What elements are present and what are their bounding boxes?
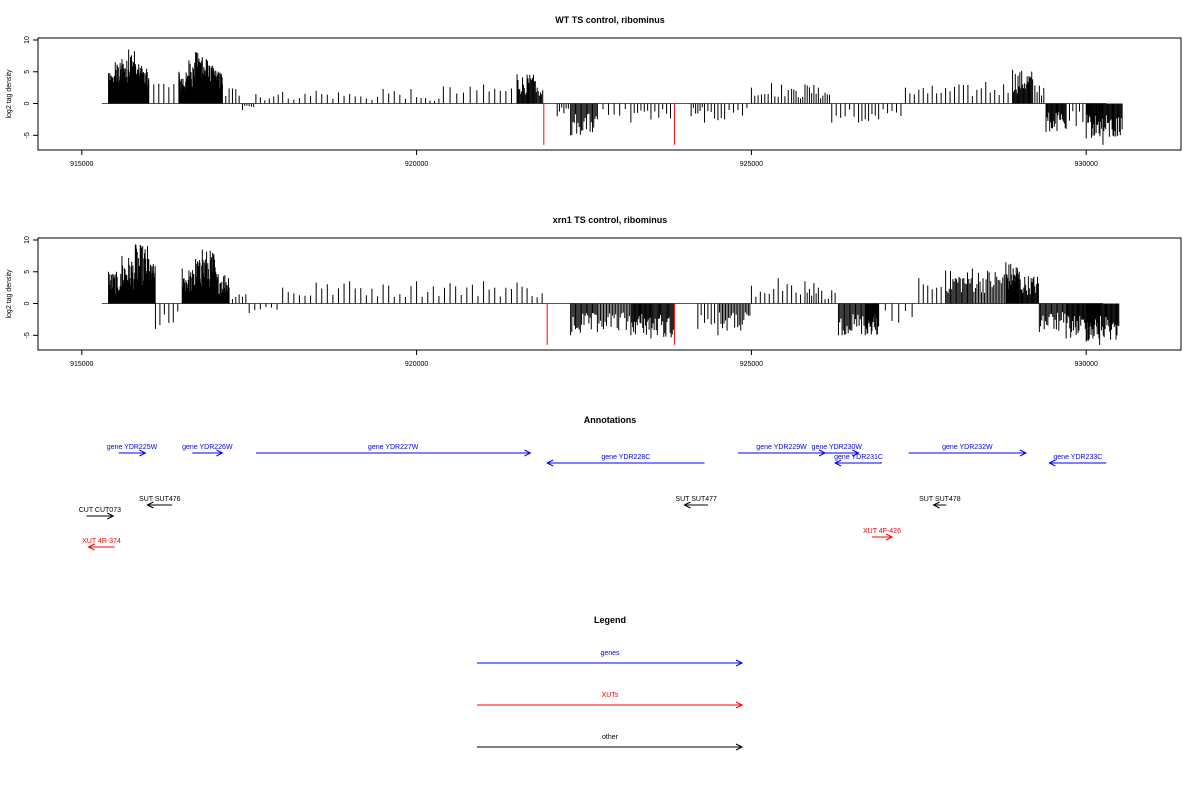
annotation-track: Annotations gene YDR225W gene YDR226W gene…: [79, 415, 1107, 551]
xrn1-y-tick-label: -5: [24, 332, 31, 338]
xrn1-x-tick-label: 930000: [1075, 361, 1098, 368]
wt-x-ticks: 915000 920000 925000 930000: [70, 150, 1098, 168]
feature-label: gene YDR233C: [1053, 454, 1102, 461]
xrn1-density-panel: xrn1 TS control, ribominus log2 tag dens…: [6, 215, 1182, 368]
feature-arrowhead: [932, 501, 940, 509]
feature-arrowhead: [546, 459, 554, 467]
legend: Legend genes XUTs other: [477, 615, 744, 751]
feature-arrowhead: [216, 449, 224, 457]
legend-arrowhead: [735, 701, 744, 709]
xrn1-plot-frame: [37, 237, 1182, 351]
legend-arrowhead: [735, 659, 744, 667]
wt-panel-title: WT TS control, ribominus: [555, 15, 665, 25]
xrn1-y-axis-label: log2 tag density: [6, 269, 13, 319]
feature-label: SUT SUT476: [139, 496, 181, 503]
legend-label: XUTs: [602, 692, 619, 699]
xrn1-x-tick-label: 920000: [405, 361, 428, 368]
feature-arrowhead: [885, 533, 894, 541]
xrn1-y-tick-label: 5: [24, 270, 31, 274]
feature-label: gene YDR230W: [812, 444, 863, 451]
feature-label: gene YDR229W: [756, 444, 807, 451]
wt-y-tick-label: 10: [24, 36, 31, 44]
wt-density-bars: [101, 49, 1123, 145]
annotation-features: gene YDR225W gene YDR226W gene YDR227W gene…: [79, 444, 1107, 551]
feature-label: gene YDR228C: [601, 454, 650, 461]
feature-arrowhead: [87, 543, 95, 551]
xrn1-density-bars: [101, 244, 1120, 345]
wt-y-tick-label: 0: [24, 101, 31, 105]
feature-arrowhead: [107, 512, 115, 520]
xrn1-x-tick-label: 915000: [70, 361, 93, 368]
legend-label: other: [602, 734, 619, 741]
feature-arrowhead: [683, 501, 691, 509]
feature-label: XUT 4R-374: [82, 538, 121, 545]
legend-entries: genes XUTs other: [477, 650, 744, 751]
annotations-title: Annotations: [584, 415, 637, 425]
feature-arrowhead: [146, 501, 154, 509]
wt-x-tick-label: 915000: [70, 161, 93, 168]
feature-label: SUT SUT478: [919, 496, 961, 503]
feature-label: XUT 4F-426: [863, 528, 901, 535]
legend-label: genes: [600, 650, 620, 657]
feature-arrowhead: [1048, 459, 1056, 467]
wt-y-ticks: -5 0 5 10: [24, 36, 38, 138]
wt-density-panel: WT TS control, ribominus log2 tag densit…: [6, 15, 1182, 168]
xrn1-y-tick-label: 0: [24, 301, 31, 305]
xrn1-panel-title: xrn1 TS control, ribominus: [553, 215, 668, 225]
xrn1-y-ticks: -5 0 5 10: [24, 236, 38, 338]
legend-arrowhead: [735, 743, 744, 751]
wt-x-tick-label: 925000: [740, 161, 763, 168]
wt-y-axis-label: log2 tag density: [6, 69, 13, 119]
wt-plot-frame: [37, 37, 1182, 151]
wt-x-tick-label: 920000: [405, 161, 428, 168]
feature-arrowhead: [833, 459, 842, 467]
feature-label: SUT SUT477: [675, 496, 717, 503]
wt-y-tick-label: -5: [24, 132, 31, 138]
feature-arrowhead: [139, 449, 147, 457]
xrn1-x-tick-label: 925000: [740, 361, 763, 368]
feature-label: gene YDR227W: [368, 444, 419, 451]
feature-label: CUT CUT073: [79, 507, 121, 514]
xrn1-x-ticks: 915000 920000 925000 930000: [70, 350, 1098, 368]
feature-label: gene YDR232W: [942, 444, 993, 451]
xrn1-y-tick-label: 10: [24, 236, 31, 244]
feature-arrowhead: [852, 449, 860, 457]
wt-y-tick-label: 5: [24, 70, 31, 74]
legend-title: Legend: [594, 615, 626, 625]
feature-label: gene YDR231C: [834, 454, 883, 461]
feature-arrowhead: [1019, 449, 1028, 457]
wt-x-tick-label: 930000: [1075, 161, 1098, 168]
feature-arrowhead: [524, 449, 532, 457]
feature-label: gene YDR225W: [107, 444, 158, 451]
feature-label: gene YDR226W: [182, 444, 233, 451]
